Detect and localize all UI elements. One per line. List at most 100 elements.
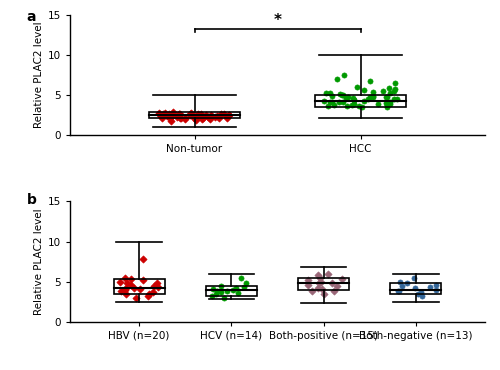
Point <box>217 111 225 117</box>
Bar <box>206 286 257 296</box>
Point <box>386 85 394 91</box>
Point <box>432 287 440 293</box>
Point <box>304 277 312 283</box>
Point <box>382 100 390 106</box>
Point <box>212 114 220 120</box>
Point <box>168 118 175 124</box>
Point <box>208 112 216 118</box>
Point <box>386 101 394 107</box>
Point <box>432 282 440 288</box>
Point <box>192 113 200 119</box>
Text: b: b <box>26 193 36 207</box>
Point <box>124 280 132 286</box>
Point <box>339 92 347 98</box>
Point <box>224 115 232 121</box>
Point <box>150 283 158 289</box>
Bar <box>149 112 240 118</box>
Point <box>198 115 206 121</box>
Point <box>354 102 362 108</box>
Point <box>240 285 248 290</box>
Point <box>202 112 210 118</box>
Point <box>158 111 166 117</box>
Point <box>403 280 411 286</box>
Point <box>218 289 226 295</box>
Point <box>330 289 338 295</box>
Point <box>378 88 386 94</box>
Point <box>394 287 402 293</box>
Point <box>333 76 341 82</box>
Point <box>168 112 176 118</box>
Point <box>176 111 184 117</box>
Point <box>350 97 358 103</box>
Point <box>212 289 220 295</box>
Point <box>136 286 144 292</box>
Point <box>156 110 164 116</box>
Point <box>127 276 135 282</box>
Point <box>206 116 214 122</box>
Point <box>322 91 330 97</box>
Point <box>343 103 351 109</box>
Point <box>186 112 194 118</box>
Point <box>338 92 345 98</box>
Text: a: a <box>26 10 36 24</box>
Point <box>396 279 404 285</box>
Point <box>121 275 129 281</box>
Point <box>186 111 194 117</box>
Point <box>192 117 200 123</box>
Point <box>366 78 374 84</box>
Point <box>386 100 394 105</box>
Point <box>148 289 156 295</box>
Point <box>308 289 316 295</box>
Point <box>324 102 332 108</box>
Point <box>360 87 368 93</box>
Point <box>161 110 169 116</box>
Point <box>215 115 223 121</box>
Bar <box>315 95 406 107</box>
Point <box>338 276 346 282</box>
Point <box>158 113 166 119</box>
Point <box>130 285 138 291</box>
Point <box>217 283 225 289</box>
Point <box>188 110 196 116</box>
Point <box>382 95 390 101</box>
Bar <box>114 279 164 294</box>
Point <box>369 95 377 101</box>
Point <box>180 115 188 121</box>
Point <box>197 111 205 117</box>
Point <box>368 93 376 99</box>
Point <box>342 95 349 101</box>
Point <box>348 102 356 108</box>
Point <box>213 113 221 119</box>
Point <box>324 271 332 277</box>
Point <box>144 291 152 297</box>
Point <box>176 111 184 117</box>
Point <box>390 96 398 102</box>
Point <box>374 101 382 107</box>
Point <box>140 256 147 262</box>
Bar <box>390 283 441 294</box>
Point <box>166 113 173 119</box>
Point <box>369 89 377 95</box>
Y-axis label: Relative PLAC2 level: Relative PLAC2 level <box>34 208 43 315</box>
Point <box>190 115 198 121</box>
Point <box>316 275 324 281</box>
Point <box>126 282 134 288</box>
Point <box>229 287 237 293</box>
Point <box>391 86 399 92</box>
Point <box>168 113 175 119</box>
Point <box>154 280 162 286</box>
Point <box>330 102 338 108</box>
Text: *: * <box>274 13 281 28</box>
Point <box>320 98 328 104</box>
Point <box>318 286 326 292</box>
Point <box>225 112 233 118</box>
Point <box>121 287 129 293</box>
Point <box>410 275 418 281</box>
Point <box>242 280 250 286</box>
Point <box>156 112 164 118</box>
Point <box>122 285 130 291</box>
Point <box>382 104 390 110</box>
Point <box>220 295 228 301</box>
Point <box>386 91 394 97</box>
Point <box>176 115 184 121</box>
